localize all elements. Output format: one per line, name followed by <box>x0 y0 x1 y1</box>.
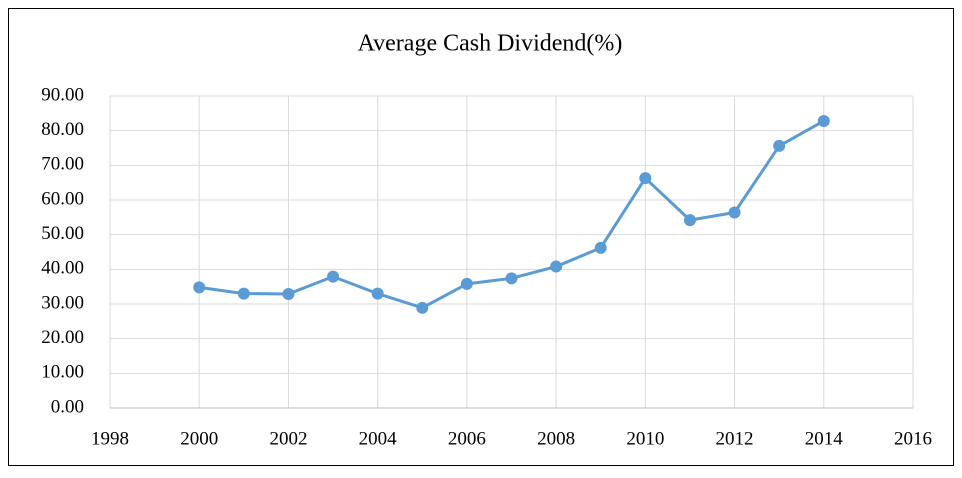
x-tick-label: 2010 <box>626 428 664 449</box>
y-tick-label: 70.00 <box>41 154 84 175</box>
x-tick-label: 2006 <box>448 428 486 449</box>
x-tick-label: 2012 <box>716 428 754 449</box>
marker <box>327 270 340 283</box>
y-tick-label: 50.00 <box>41 223 84 244</box>
marker <box>728 206 741 219</box>
x-tick-label: 2004 <box>359 428 398 449</box>
marker <box>683 214 696 227</box>
x-tick-label: 2002 <box>269 428 307 449</box>
marker <box>639 172 652 185</box>
marker <box>505 272 518 285</box>
marker <box>594 241 607 254</box>
marker <box>193 281 206 294</box>
y-tick-label: 0.00 <box>51 396 84 417</box>
marker <box>371 287 384 300</box>
y-tick-label: 40.00 <box>41 258 84 279</box>
marker <box>817 114 830 127</box>
x-tick-label: 2000 <box>180 428 218 449</box>
chart-frame <box>8 8 954 466</box>
marker <box>460 277 473 290</box>
marker <box>416 301 429 314</box>
y-tick-label: 30.00 <box>41 292 84 313</box>
marker <box>773 139 786 152</box>
y-tick-label: 90.00 <box>41 84 84 105</box>
x-tick-label: 2016 <box>894 428 932 449</box>
marker <box>550 260 563 273</box>
marker <box>282 287 295 300</box>
y-tick-label: 60.00 <box>41 188 84 209</box>
x-tick-label: 2014 <box>805 428 844 449</box>
chart-title: Average Cash Dividend(%) <box>358 31 623 57</box>
y-tick-label: 80.00 <box>41 119 84 140</box>
x-tick-label: 1998 <box>91 428 129 449</box>
marker <box>237 287 250 300</box>
y-tick-label: 20.00 <box>41 327 84 348</box>
x-tick-label: 2008 <box>537 428 575 449</box>
y-tick-label: 10.00 <box>41 362 84 383</box>
